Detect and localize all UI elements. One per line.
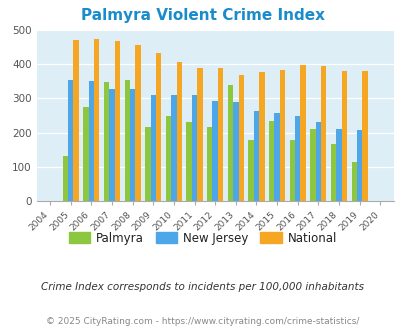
Bar: [135, 45, 140, 201]
Bar: [83, 107, 88, 201]
Bar: [62, 156, 68, 201]
Bar: [197, 68, 202, 201]
Bar: [94, 39, 99, 201]
Bar: [232, 102, 238, 201]
Bar: [114, 41, 120, 201]
Bar: [171, 95, 176, 201]
Bar: [330, 144, 336, 201]
Bar: [258, 72, 264, 201]
Bar: [156, 53, 161, 201]
Bar: [73, 40, 79, 201]
Bar: [362, 71, 367, 201]
Bar: [130, 89, 135, 201]
Bar: [248, 140, 253, 201]
Bar: [279, 70, 284, 201]
Bar: [217, 68, 223, 201]
Bar: [238, 75, 243, 201]
Legend: Palmyra, New Jersey, National: Palmyra, New Jersey, National: [64, 227, 341, 249]
Bar: [274, 114, 279, 201]
Bar: [104, 82, 109, 201]
Bar: [294, 116, 300, 201]
Bar: [315, 122, 320, 201]
Bar: [109, 89, 114, 201]
Bar: [309, 129, 315, 201]
Bar: [165, 116, 171, 201]
Bar: [356, 130, 362, 201]
Bar: [320, 66, 326, 201]
Bar: [341, 71, 346, 201]
Bar: [207, 127, 212, 201]
Text: Crime Index corresponds to incidents per 100,000 inhabitants: Crime Index corresponds to incidents per…: [41, 282, 364, 292]
Bar: [269, 121, 274, 201]
Bar: [145, 127, 150, 201]
Bar: [336, 129, 341, 201]
Bar: [124, 81, 130, 201]
Bar: [253, 112, 258, 201]
Bar: [186, 122, 192, 201]
Text: © 2025 CityRating.com - https://www.cityrating.com/crime-statistics/: © 2025 CityRating.com - https://www.city…: [46, 317, 359, 326]
Bar: [351, 162, 356, 201]
Bar: [212, 101, 217, 201]
Bar: [227, 85, 232, 201]
Bar: [176, 62, 181, 201]
Bar: [300, 65, 305, 201]
Bar: [68, 80, 73, 201]
Bar: [289, 140, 294, 201]
Bar: [192, 95, 197, 201]
Text: Palmyra Violent Crime Index: Palmyra Violent Crime Index: [81, 8, 324, 23]
Bar: [88, 81, 94, 201]
Bar: [150, 95, 156, 201]
